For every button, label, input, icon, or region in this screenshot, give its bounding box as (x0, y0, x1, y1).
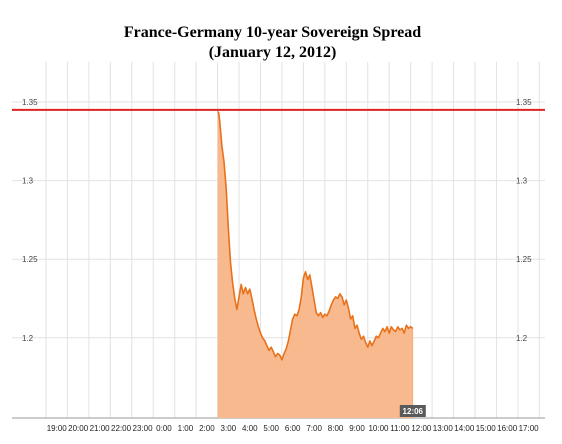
y-tick-label-right: 1.3 (516, 177, 528, 186)
x-tick-label: 7:00 (306, 424, 322, 433)
x-tick-label: 8:00 (328, 424, 344, 433)
x-tick-label: 17:00 (519, 424, 540, 433)
x-tick-label: 20:00 (68, 424, 89, 433)
x-tick-label: 21:00 (90, 424, 111, 433)
x-tick-label: 2:00 (199, 424, 215, 433)
y-tick-label-right: 1.25 (516, 255, 532, 264)
current-time-badge-label: 12:06 (403, 407, 424, 416)
x-tick-label: 14:00 (454, 424, 475, 433)
x-tick-label: 5:00 (263, 424, 279, 433)
x-tick-label: 22:00 (111, 424, 132, 433)
series-area-fill (217, 111, 413, 419)
current-time-badge: 12:06 (399, 405, 426, 417)
y-tick-labels: 1.35 1.35 1.3 1.3 1.25 1.25 1.2 1.2 (22, 98, 532, 343)
x-tick-labels: 19:00 20:00 21:00 22:00 23:00 0:00 1:00 2:00 3:0… (47, 424, 539, 433)
current-time-badge-box (399, 405, 426, 417)
y-tick-label-right: 1.2 (516, 334, 528, 343)
chart-title-line-2: (January 12, 2012) (208, 44, 337, 61)
x-tick-label: 12:00 (411, 424, 432, 433)
x-tick-label: 4:00 (242, 424, 258, 433)
x-tick-label: 6:00 (285, 424, 301, 433)
y-tick-label-left: 1.2 (22, 334, 34, 343)
y-tick-label-left: 1.3 (22, 177, 34, 186)
x-tick-label: 1:00 (178, 424, 194, 433)
y-tick-label-left: 1.35 (22, 98, 38, 107)
x-tick-label: 13:00 (433, 424, 454, 433)
x-tick-label: 15:00 (476, 424, 497, 433)
y-tick-label-left: 1.25 (22, 255, 38, 264)
x-tick-label: 10:00 (368, 424, 389, 433)
x-tick-label: 23:00 (133, 424, 154, 433)
y-tick-label-right: 1.35 (516, 98, 532, 107)
series-line (216, 110, 414, 361)
x-tick-label: 11:00 (390, 424, 410, 433)
chart-grid (12, 62, 545, 419)
x-tick-label: 9:00 (349, 424, 365, 433)
x-tick-label: 0:00 (156, 424, 172, 433)
chart-area-layer (216, 110, 414, 419)
x-tick-label: 19:00 (47, 424, 68, 433)
chart-title-line-1: France-Germany 10-year Sovereign Spread (123, 24, 422, 41)
x-tick-label: 3:00 (221, 424, 237, 433)
x-tick-label: 16:00 (497, 424, 518, 433)
